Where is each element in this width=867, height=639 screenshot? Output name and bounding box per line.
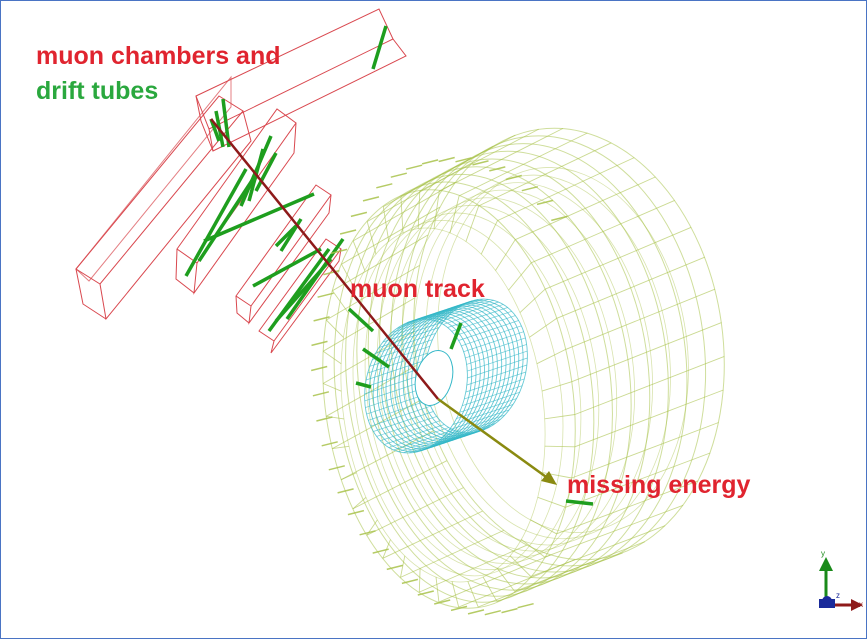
- inner-tracker-mesh: [364, 298, 528, 454]
- axis-x-label: x: [859, 600, 863, 609]
- axis-z-label: z: [836, 591, 840, 600]
- calorimeter-hits: [311, 156, 568, 616]
- muon-track-line: [210, 118, 439, 400]
- missing-energy-label: missing energy: [567, 471, 751, 499]
- missing-energy-arrow: [437, 397, 557, 485]
- drift-tubes-label: drift tubes: [36, 77, 159, 105]
- muon-chambers-label: muon chambers and: [36, 42, 281, 70]
- axis-y-label: y: [821, 549, 825, 558]
- outer-calorimeter-mesh: [322, 127, 725, 609]
- muon-track-label: muon track: [350, 275, 485, 303]
- axis-triad: [819, 557, 863, 611]
